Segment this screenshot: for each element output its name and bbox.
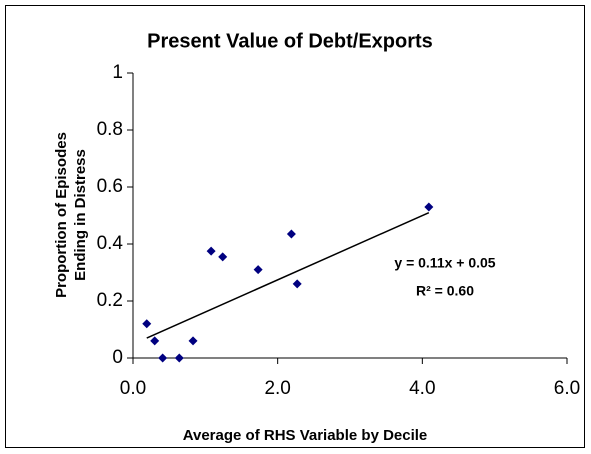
data-point (158, 353, 168, 363)
chart-border (5, 5, 585, 448)
data-point (424, 202, 434, 212)
trendline-equation: y = 0.11x + 0.05 (394, 255, 495, 271)
r-squared: R² = 0.60 (416, 283, 474, 299)
data-point (218, 252, 228, 262)
data-point (292, 279, 302, 289)
x-axis-label: Average of RHS Variable by Decile (183, 427, 428, 444)
data-point (142, 319, 152, 329)
chart-title: Present Value of Debt/Exports (147, 30, 433, 52)
y-tick-label: 0.2 (97, 290, 123, 311)
data-point (206, 246, 216, 256)
y-tick-label: 0.4 (97, 233, 124, 254)
y-axis-label: Proportion of Episodes (53, 132, 70, 298)
x-tick-label: 0.0 (120, 378, 146, 399)
data-point (188, 336, 198, 346)
x-tick-label: 6.0 (554, 378, 580, 399)
y-tick-label: 1 (112, 62, 123, 83)
y-tick-label: 0.8 (97, 119, 123, 140)
y-axis-label: Ending in Distress (72, 149, 89, 281)
trendline (146, 211, 430, 339)
y-tick-label: 0.6 (97, 176, 123, 197)
data-point (253, 265, 263, 275)
data-point (174, 353, 184, 363)
x-tick-label: 2.0 (264, 378, 290, 399)
data-point (286, 229, 296, 239)
y-tick-label: 0 (112, 347, 123, 368)
data-point (150, 336, 160, 346)
x-tick-label: 4.0 (409, 378, 435, 399)
